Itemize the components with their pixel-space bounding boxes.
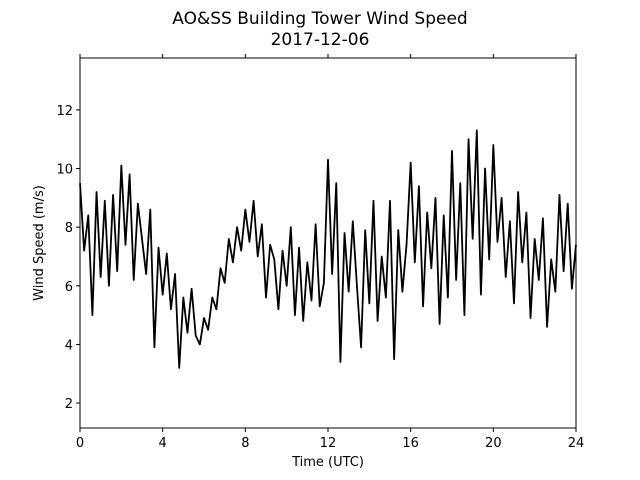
x-tick-label: 16 (402, 436, 419, 451)
y-tick-label: 10 (56, 163, 73, 178)
y-tick-label: 12 (56, 104, 73, 119)
x-axis-label: Time (UTC) (291, 455, 364, 470)
x-tick-label: 4 (159, 436, 167, 451)
x-tick-label: 20 (485, 436, 502, 451)
y-tick-label: 4 (65, 338, 73, 353)
plot-frame (79, 57, 577, 429)
x-tick-label: 24 (568, 436, 585, 451)
x-tick-label: 0 (76, 436, 84, 451)
y-tick-label: 8 (65, 221, 73, 236)
chart-title: AO&SS Building Tower Wind Speed (172, 9, 467, 29)
x-tick-label: 12 (320, 436, 337, 451)
chart-subtitle: 2017-12-06 (271, 30, 370, 50)
y-tick-label: 2 (65, 397, 73, 412)
x-tick-label: 8 (241, 436, 249, 451)
data-line (79, 129, 577, 369)
y-axis-label: Wind Speed (m/s) (32, 185, 47, 301)
y-tick-label: 6 (65, 280, 73, 295)
